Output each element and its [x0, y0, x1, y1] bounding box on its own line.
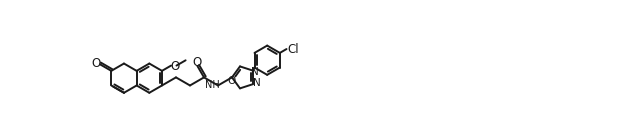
Text: N: N — [251, 67, 259, 77]
Text: O: O — [91, 57, 101, 70]
Text: O: O — [170, 60, 179, 73]
Text: NH: NH — [205, 80, 220, 90]
Text: N: N — [253, 78, 261, 88]
Text: O: O — [227, 76, 235, 86]
Text: Cl: Cl — [287, 43, 299, 56]
Text: O: O — [193, 56, 202, 69]
